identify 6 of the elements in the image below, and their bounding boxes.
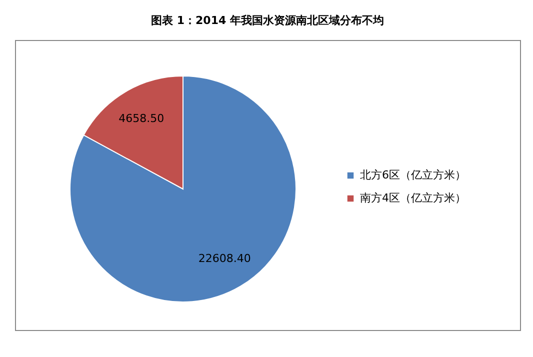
pie-slice [70,76,296,302]
legend-label: 北方6区（亿立方米） [360,168,466,182]
chart-title: 图表 1：2014 年我国水资源南北区域分布不均 [151,14,384,27]
data-label: 4658.50 [118,112,164,126]
legend-label: 南方4区（亿立方米） [360,192,466,204]
data-label: 22608.40 [198,252,251,265]
